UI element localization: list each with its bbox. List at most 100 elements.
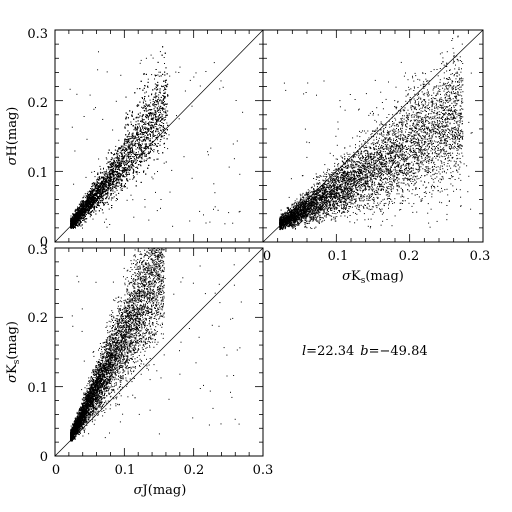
scatter-point [142,139,144,141]
scatter-point [154,104,156,105]
scatter-point [135,148,137,150]
scatter-point [160,135,162,137]
scatter-point [107,171,109,173]
scatter-point [96,180,98,182]
scatter-point [158,153,160,154]
scatter-point [131,141,133,143]
scatter-point [147,115,148,117]
scatter-point [153,121,155,123]
scatter-point [128,171,130,173]
scatter-point [83,218,84,220]
scatter-point [104,186,106,188]
scatter-point [154,110,156,112]
scatter-point [120,152,122,154]
scatter-point [129,178,131,180]
scatter-point [138,148,140,150]
scatter-point [120,145,122,147]
scatter-point [151,117,153,119]
scatter-point [127,152,129,154]
scatter-point [163,103,165,105]
scatter-point [133,169,134,171]
scatter-point [141,119,143,121]
scatter-point [100,207,102,209]
scatter-point [121,186,123,188]
scatter-point [114,157,116,159]
scatter-point [125,143,127,145]
scatter-point [90,189,92,191]
scatter-point [126,148,128,150]
scatter-point [147,153,149,154]
scatter-point [144,155,145,157]
scatter-point [112,164,114,166]
scatter-point [138,138,140,140]
scatter-point [152,140,154,142]
scatter-point [156,119,158,121]
scatter-point [164,86,166,88]
scatter-point [157,171,158,172]
scatter-point [94,184,96,186]
scatter-point [152,149,153,151]
scatter-point [108,168,110,170]
scatter-point [97,191,98,193]
scatter-point [148,157,150,159]
scatter-point [150,118,152,120]
scatter-point [154,83,156,85]
scatter-point [112,182,114,184]
scatter-point [164,147,166,148]
scatter-point [112,165,113,167]
scatter-point [99,192,101,194]
scatter-point [131,158,132,159]
scatter-point [143,119,145,121]
scatter-point [142,102,144,104]
scatter-point [163,135,165,136]
scatter-point [167,110,169,112]
scatter-point [74,225,76,227]
scatter-point [115,176,117,178]
scatter-point [138,151,139,153]
scatter-point [152,135,154,137]
scatter-point [103,186,105,188]
scatter-point [136,154,138,155]
panel-sigma-h-vs-sigma-j [54,29,264,243]
scatter-point [133,151,135,153]
scatter-point [100,172,102,174]
scatter-point [138,104,140,106]
scatter-point [124,139,125,141]
scatter-point [92,188,94,190]
scatter-point [147,146,149,148]
scatter-point [125,145,127,147]
scatter-point [130,148,132,150]
scatter-point [95,192,97,194]
scatter-point [82,220,84,221]
scatter-point [78,203,80,205]
scatter-point [81,216,83,218]
scatter-point [133,152,135,154]
scatter-point [124,184,125,186]
scatter-point [91,206,93,208]
scatter-point [111,157,113,159]
scatter-point [130,155,132,157]
scatter-point [138,125,140,127]
scatter-point [118,167,120,169]
scatter-point [154,111,156,113]
scatter-point [104,190,106,192]
scatter-point [157,128,159,130]
scatter-point [113,196,115,198]
scatter-point [87,194,89,196]
scatter-point [165,79,167,81]
scatter-point [154,101,155,103]
scatter-point [161,100,163,102]
scatter-point [114,161,116,163]
scatter-point [158,111,160,113]
scatter-point [137,138,139,140]
scatter-point [153,134,155,136]
scatter-point [125,140,127,142]
scatter-point [72,216,74,218]
scatter-point [164,91,166,93]
scatter-point [135,137,137,139]
scatter-point [136,171,138,173]
scatter-point [136,127,138,129]
scatter-point [162,127,164,128]
scatter-point [167,83,169,85]
scatter-point [158,96,160,98]
